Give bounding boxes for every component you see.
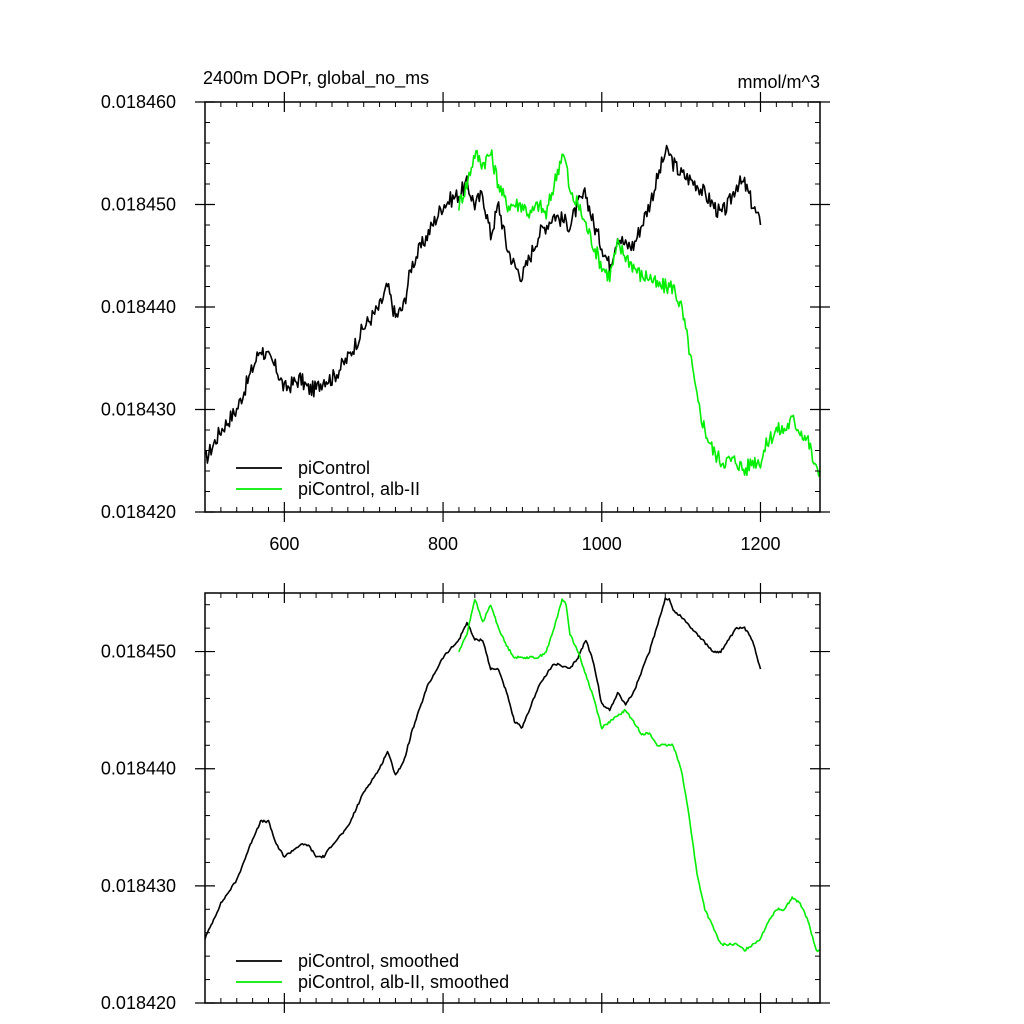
top-x-tick-label: 600 — [269, 534, 299, 554]
bottom-y-tick-label: 0.018420 — [101, 993, 176, 1013]
bottom-y-tick-label: 0.018430 — [101, 876, 176, 896]
top-x-tick-label: 1000 — [582, 534, 622, 554]
top-y-tick-label: 0.018450 — [101, 195, 176, 215]
bottom-y-tick-label: 0.018440 — [101, 759, 176, 779]
top-series-line-2 — [458, 149, 821, 477]
bottom-series-line-2 — [458, 598, 820, 953]
chart-units-label: mmol/m^3 — [738, 72, 820, 92]
legend-label-picontrol: piControl — [298, 458, 370, 478]
bottom-series-line-1 — [204, 597, 762, 940]
top-series-group — [204, 144, 821, 477]
top-y-tick-label: 0.018420 — [101, 502, 176, 522]
top-panel: 2400m DOPr, global_no_ms mmol/m^3 600 800… — [101, 68, 830, 554]
bottom-series-group — [204, 597, 820, 953]
bottom-y-tick-label: 0.018450 — [101, 642, 176, 662]
top-x-tick-label: 1200 — [740, 534, 780, 554]
chart-title-left: 2400m DOPr, global_no_ms — [203, 68, 429, 89]
legend-label-picontrol-smoothed: piControl, smoothed — [298, 951, 459, 971]
top-x-tick-label: 800 — [428, 534, 458, 554]
top-y-tick-label: 0.018460 — [101, 92, 176, 112]
bottom-panel: 0.018420 0.018430 0.018440 0.018450 piContr… — [101, 583, 830, 1013]
top-axes: 600 800 1000 1200 0.018420 0.018430 0.018440 0.… — [101, 92, 830, 554]
bottom-legend: piControl, smoothed piControl, alb-II, s… — [236, 951, 509, 992]
top-plot-frame — [204, 101, 821, 513]
bottom-axes: 0.018420 0.018430 0.018440 0.018450 — [101, 583, 830, 1013]
top-y-tick-label: 0.018430 — [101, 400, 176, 420]
top-series-line-1 — [204, 144, 762, 464]
legend-label-picontrol-alb-ii: piControl, alb-II — [298, 479, 420, 499]
top-legend: piControl piControl, alb-II — [236, 458, 420, 499]
legend-label-picontrol-alb-ii-smoothed: piControl, alb-II, smoothed — [298, 972, 509, 992]
bottom-plot-frame — [204, 592, 821, 1004]
top-y-tick-label: 0.018440 — [101, 297, 176, 317]
